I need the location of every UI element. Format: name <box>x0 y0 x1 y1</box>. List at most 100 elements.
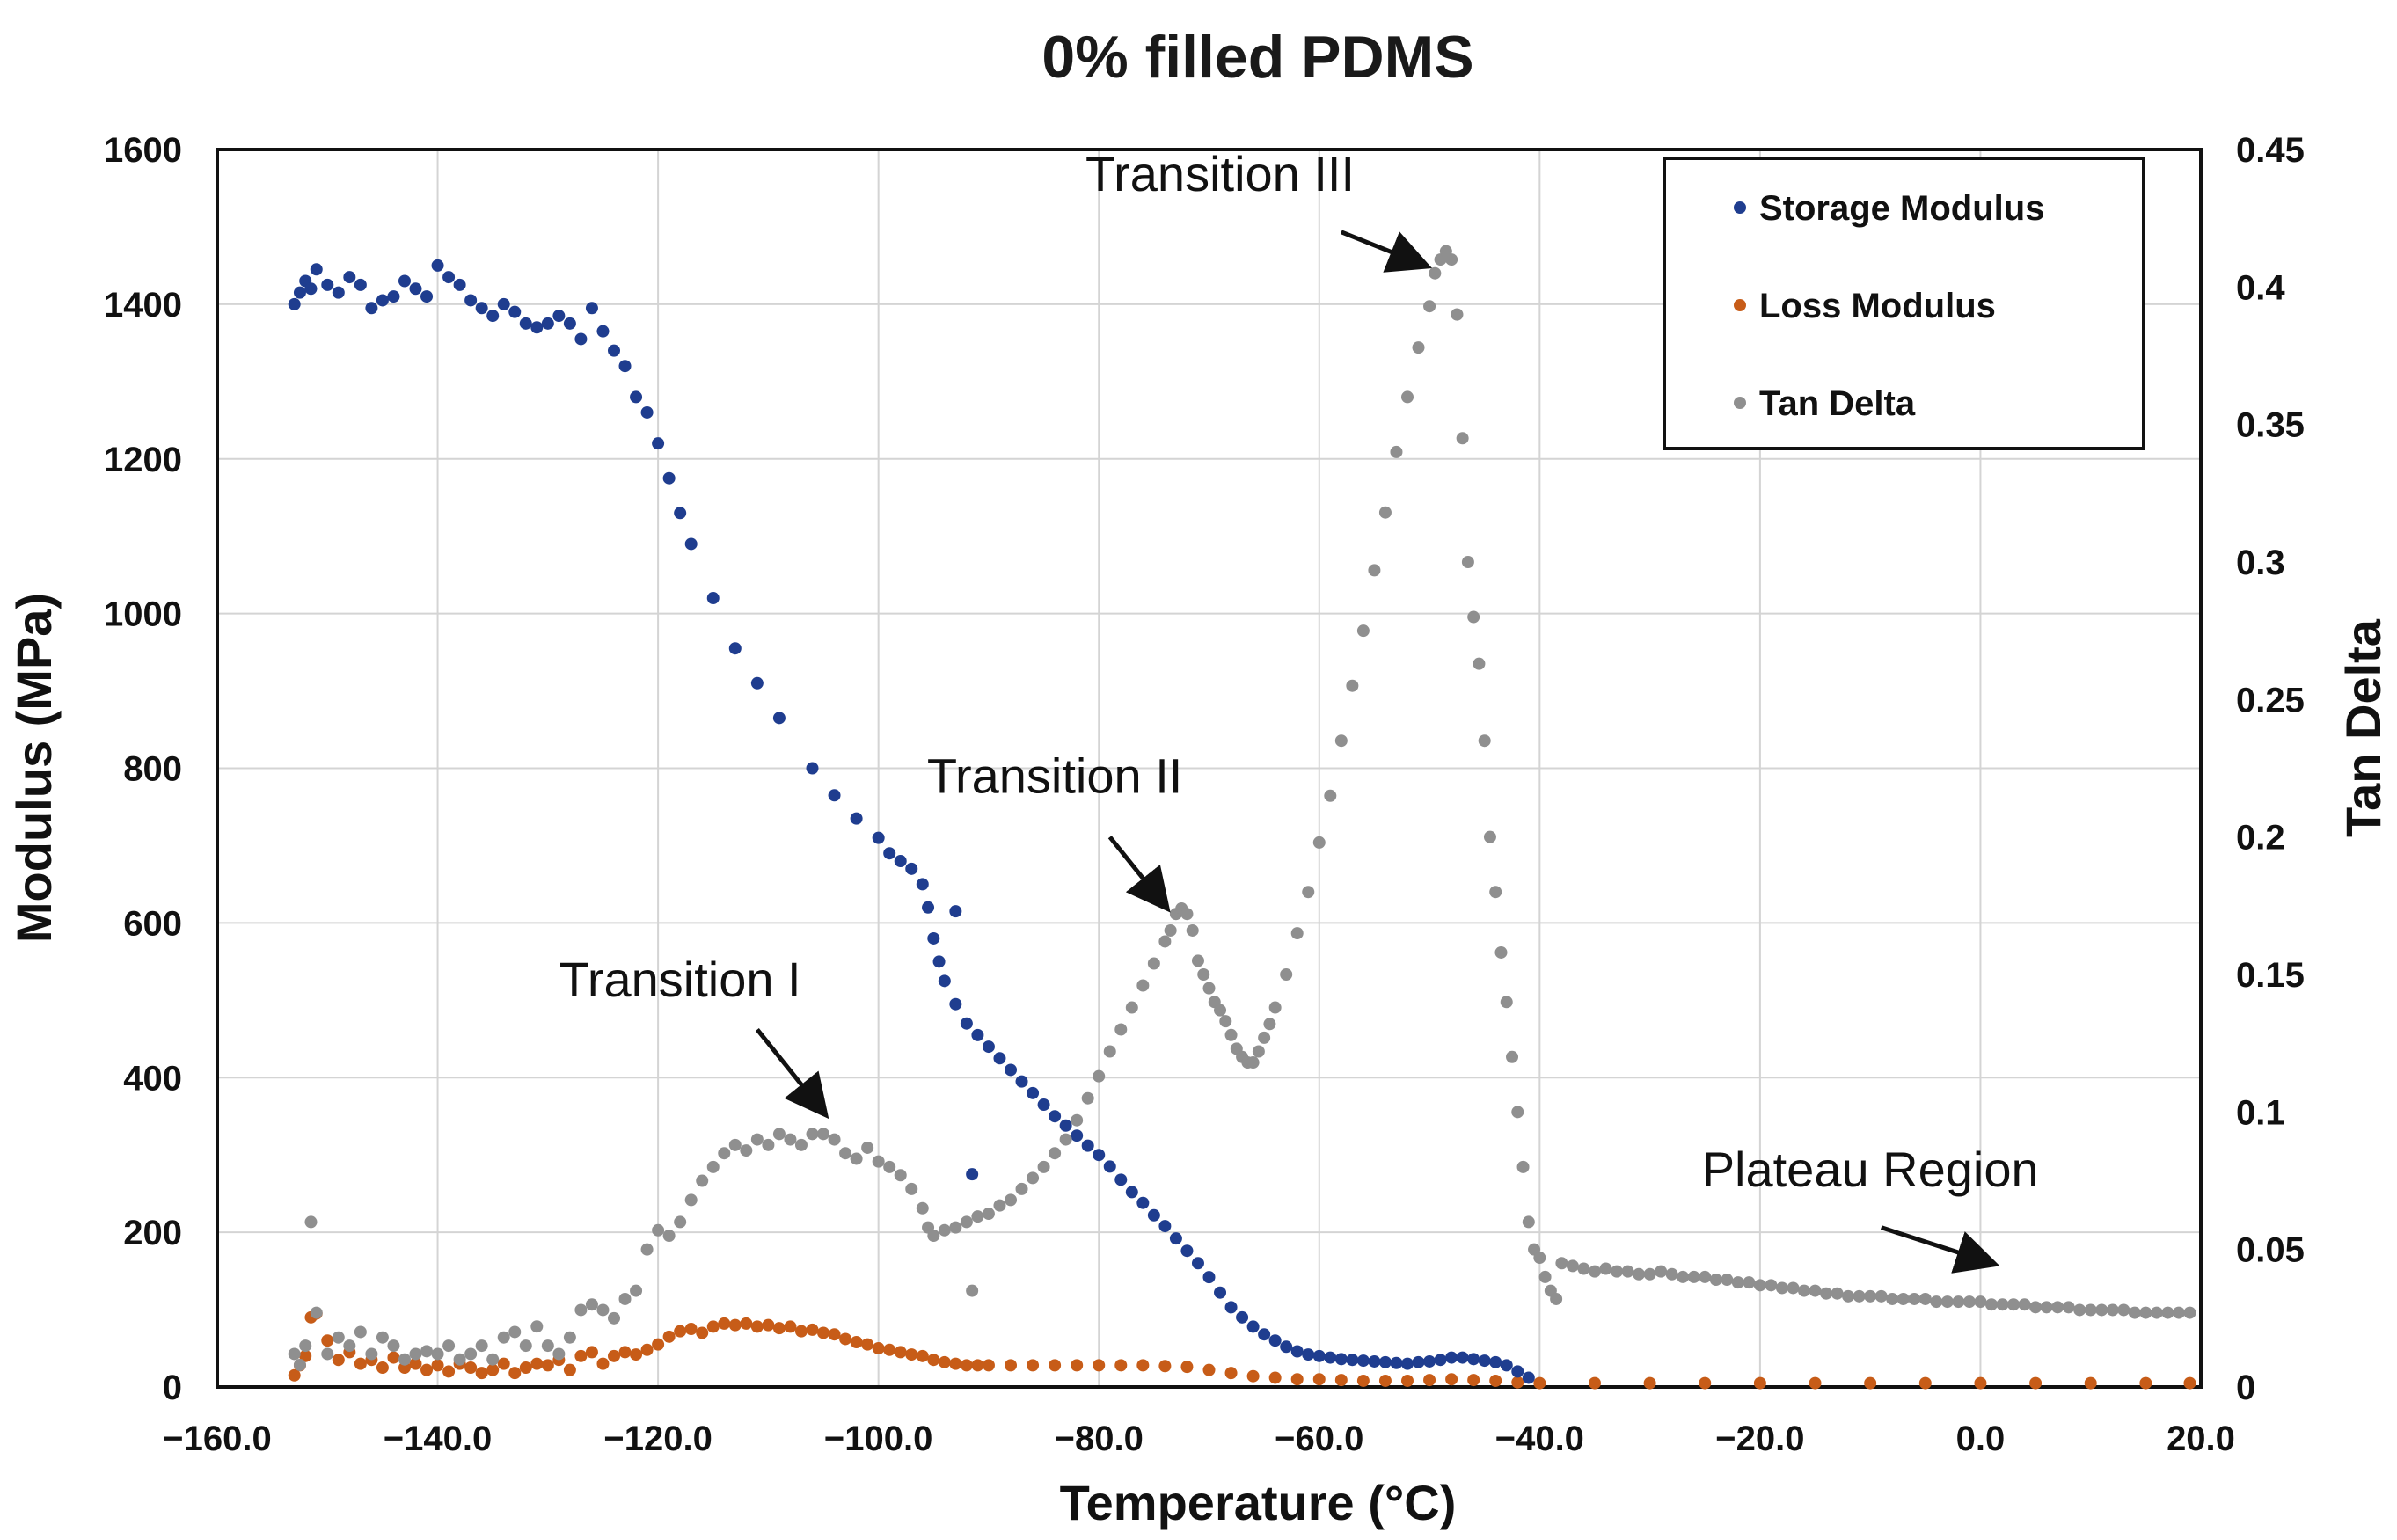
annotation-arrow-transition-i <box>755 1027 829 1120</box>
loss-modulus-point <box>630 1348 643 1361</box>
tan-delta-point <box>1378 506 1392 519</box>
tan-delta-point <box>1699 1270 1712 1283</box>
loss-modulus-point <box>706 1320 720 1333</box>
loss-modulus-point <box>927 1354 940 1367</box>
x-tick-label: −100.0 <box>824 1420 932 1458</box>
storage-modulus-point <box>1169 1232 1182 1245</box>
loss-modulus-point <box>486 1363 500 1376</box>
tan-delta-point <box>1566 1259 1579 1273</box>
tan-delta-point <box>1930 1295 1943 1309</box>
storage-modulus-point <box>1312 1349 1326 1362</box>
storage-modulus-point <box>1180 1244 1194 1258</box>
storage-modulus-point <box>1114 1173 1128 1186</box>
loss-modulus-point <box>618 1346 632 1359</box>
tan-delta-point <box>872 1155 885 1168</box>
storage-modulus-point <box>1268 1334 1282 1347</box>
tan-delta-point <box>850 1152 863 1165</box>
tan-delta-point <box>894 1169 907 1182</box>
tan-delta-point <box>2117 1303 2130 1317</box>
tan-delta-point <box>750 1133 764 1146</box>
tan-delta-point <box>1918 1292 1932 1305</box>
tan-delta-point <box>354 1325 367 1339</box>
tan-delta-point <box>442 1339 456 1353</box>
loss-modulus-point <box>1114 1359 1128 1372</box>
storage-modulus-point <box>1346 1354 1359 1367</box>
tan-delta-point <box>1798 1284 1810 1297</box>
storage-modulus-point <box>387 290 400 303</box>
y-tick-label: 0 <box>163 1368 182 1407</box>
tan-delta-point <box>1390 445 1403 458</box>
tan-delta-point <box>1775 1281 1788 1295</box>
storage-modulus-point <box>530 321 544 334</box>
x-axis-label: Temperature (°C) <box>1060 1475 1457 1530</box>
tan-delta-point <box>949 1221 962 1234</box>
tan-delta-point <box>1071 1113 1084 1127</box>
tan-delta-point <box>1721 1274 1734 1287</box>
tan-delta-point <box>1258 1031 1271 1044</box>
tan-delta-point <box>1555 1257 1568 1270</box>
storage-modulus-point <box>321 278 334 291</box>
tan-delta-point <box>431 1347 444 1361</box>
storage-modulus-point <box>343 271 356 284</box>
tan-delta-point <box>982 1208 995 1221</box>
tan-delta-point <box>1611 1265 1624 1278</box>
tan-delta-point <box>1136 979 1150 992</box>
loss-modulus-point <box>971 1359 984 1372</box>
loss-modulus-point <box>420 1363 434 1376</box>
storage-modulus-point <box>828 789 841 802</box>
tan-delta-point <box>2095 1303 2108 1317</box>
loss-modulus-point <box>2084 1376 2097 1390</box>
tan-delta-point <box>541 1339 554 1353</box>
loss-modulus-point <box>1290 1373 1304 1386</box>
plot-area-frame <box>216 148 2203 1389</box>
loss-modulus-point <box>1180 1361 1194 1374</box>
storage-modulus-point <box>1511 1365 1524 1378</box>
tan-delta-point <box>1516 1160 1530 1173</box>
tan-delta-point <box>2029 1301 2043 1314</box>
storage-modulus-point <box>1478 1354 1491 1368</box>
tan-delta-point <box>1202 982 1216 995</box>
legend: Storage Modulus Loss Modulus Tan Delta <box>1663 157 2145 450</box>
tan-delta-point <box>1820 1287 1833 1300</box>
storage-modulus-point <box>1214 1286 1227 1299</box>
storage-modulus-point <box>966 1168 979 1181</box>
tan-delta-point <box>304 1215 318 1229</box>
loss-modulus-point <box>662 1330 676 1343</box>
storage-modulus-point <box>354 278 367 291</box>
tan-delta-point <box>1081 1091 1094 1105</box>
tan-delta-point <box>1467 610 1480 624</box>
storage-modulus-point <box>993 1052 1006 1065</box>
tan-delta-point <box>794 1138 808 1151</box>
storage-modulus-point <box>1027 1086 1040 1099</box>
tan-delta-point <box>916 1201 929 1215</box>
tan-delta-point <box>398 1353 411 1366</box>
storage-modulus-point <box>585 302 598 315</box>
loss-modulus-point <box>1467 1374 1480 1387</box>
loss-modulus-point <box>806 1323 819 1336</box>
tan-delta-point <box>1429 266 1442 280</box>
storage-modulus-point <box>1258 1328 1271 1341</box>
loss-modulus-point <box>387 1351 400 1364</box>
loss-modulus-point <box>1136 1359 1150 1372</box>
loss-modulus-point <box>1224 1367 1238 1380</box>
tan-delta-point <box>740 1144 753 1157</box>
storage-modulus-point <box>949 905 962 918</box>
storage-modulus-point <box>1324 1351 1337 1364</box>
storage-modulus-point <box>541 317 554 330</box>
storage-modulus-point <box>1378 1355 1392 1368</box>
storage-modulus-point <box>905 862 918 875</box>
loss-modulus-point <box>1005 1359 1017 1372</box>
tan-delta-point <box>1290 927 1304 940</box>
tan-delta-point <box>762 1138 775 1151</box>
tan-delta-point <box>332 1331 345 1344</box>
tan-delta-point <box>1103 1045 1116 1058</box>
tan-delta-point <box>1445 253 1458 266</box>
tan-delta-point <box>1550 1292 1563 1305</box>
tan-delta-point <box>1214 1004 1227 1017</box>
storage-modulus-point <box>442 271 456 284</box>
storage-modulus-point <box>1236 1310 1249 1324</box>
storage-modulus-point <box>453 278 466 291</box>
annotation-transition-iii: Transition III <box>1085 146 1355 201</box>
tan-delta-point <box>1743 1276 1756 1289</box>
